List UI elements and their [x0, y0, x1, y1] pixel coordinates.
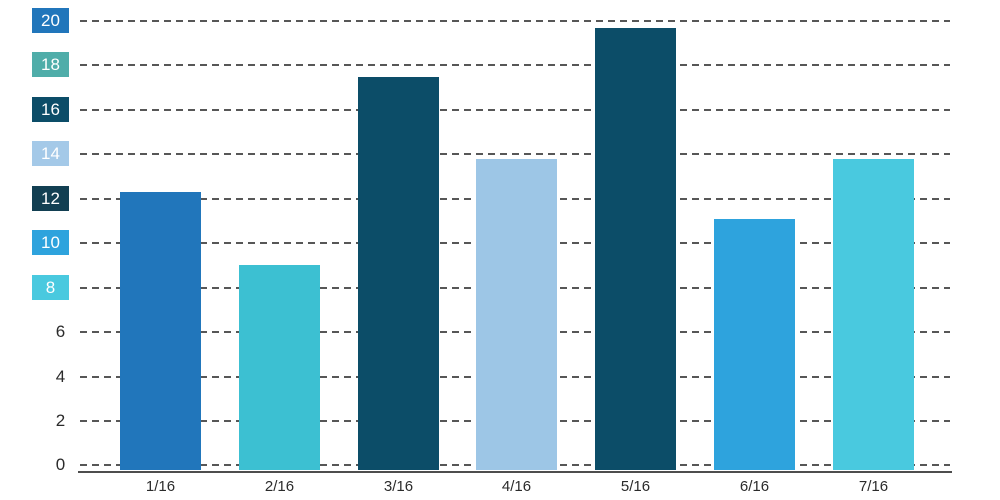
y-tick-label: 4: [55, 366, 66, 386]
y-tick-label: 6: [55, 322, 66, 342]
bar-1-16: [120, 192, 201, 470]
y-tick-chip: 20: [32, 8, 69, 33]
x-axis-label: 7/16: [858, 478, 889, 495]
y-tick-chip: 12: [32, 185, 69, 211]
x-axis-label: 6/16: [739, 478, 770, 495]
bar-7-16: [833, 158, 914, 470]
y-tick-label: 0: [55, 455, 66, 475]
y-tick-chip: 18: [32, 52, 69, 78]
x-axis-label: 2/16: [264, 478, 295, 495]
bar-4-16: [476, 158, 557, 470]
x-axis-label: 5/16: [620, 478, 651, 495]
x-axis-label: 3/16: [383, 478, 414, 495]
y-tick-chip: 8: [32, 274, 69, 300]
gridline: [80, 64, 950, 67]
gridline: [80, 153, 950, 156]
x-axis-line: [78, 471, 952, 473]
bar-2-16: [239, 265, 320, 470]
bar-6-16: [714, 218, 795, 470]
y-tick-chip: 14: [32, 141, 69, 167]
gridline: [80, 108, 950, 111]
y-tick-chip: 10: [32, 230, 69, 256]
x-axis-label: 1/16: [145, 478, 176, 495]
x-axis-label: 4/16: [501, 478, 532, 495]
bar-3-16: [358, 76, 439, 470]
gridline: [80, 20, 950, 22]
y-tick-label: 2: [55, 410, 66, 430]
bar-5-16: [595, 27, 676, 470]
y-tick-chip: 16: [32, 96, 69, 122]
